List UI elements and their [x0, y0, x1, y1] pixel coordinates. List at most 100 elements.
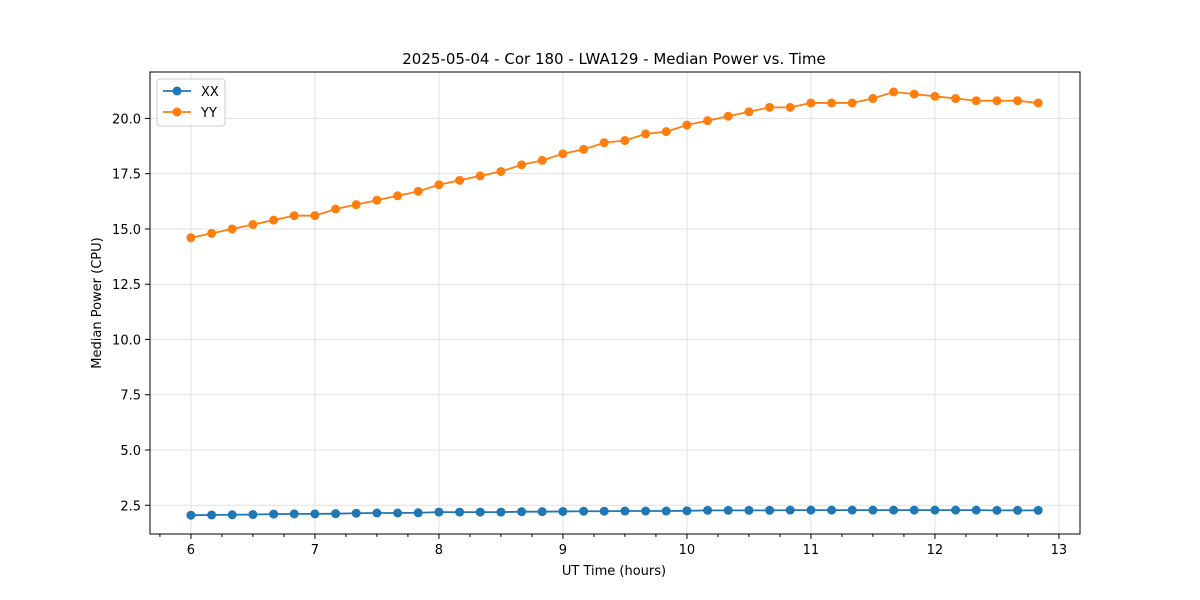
data-point-yy: [393, 191, 403, 201]
x-tick-label: 11: [803, 543, 820, 558]
legend-marker: [172, 107, 182, 117]
x-tick-label: 9: [559, 543, 567, 558]
x-tick-label: 12: [927, 543, 944, 558]
data-point-xx: [930, 505, 940, 515]
data-point-yy: [620, 136, 630, 146]
grid: [150, 72, 1080, 534]
data-point-yy: [847, 98, 857, 108]
data-point-yy: [889, 87, 899, 97]
data-point-yy: [599, 138, 609, 148]
data-point-xx: [744, 505, 754, 515]
legend-label: XX: [201, 85, 219, 100]
data-point-yy: [641, 129, 651, 139]
data-point-yy: [227, 224, 237, 234]
y-tick-label: 17.5: [112, 168, 141, 183]
data-point-yy: [207, 228, 217, 238]
data-point-xx: [641, 506, 651, 516]
x-tick-label: 8: [435, 543, 443, 558]
data-point-xx: [951, 505, 961, 515]
data-point-xx: [992, 505, 1002, 515]
y-tick-label: 12.5: [112, 278, 141, 293]
data-point-yy: [289, 211, 299, 221]
data-point-yy: [310, 211, 320, 221]
y-tick-label: 10.0: [112, 333, 141, 348]
data-point-xx: [331, 509, 341, 519]
data-point-yy: [1033, 98, 1043, 108]
y-axis-label: Median Power (CPU): [90, 237, 105, 368]
data-point-yy: [951, 94, 961, 104]
y-tick-label: 2.5: [120, 499, 141, 514]
data-point-yy: [744, 107, 754, 117]
x-tick-label: 6: [187, 543, 195, 558]
data-point-xx: [889, 505, 899, 515]
data-point-xx: [599, 506, 609, 516]
data-point-xx: [289, 509, 299, 519]
y-axis: 2.5 5.0 7.5 10.0 12.5 15.0 17.5 20.0: [112, 112, 150, 514]
series-layer: [186, 87, 1043, 520]
data-point-yy: [703, 116, 713, 126]
data-point-xx: [661, 506, 671, 516]
data-point-xx: [455, 507, 465, 517]
data-point-xx: [372, 508, 382, 518]
data-point-yy: [971, 96, 981, 106]
legend-item-xx: XX: [163, 85, 219, 100]
data-point-xx: [723, 505, 733, 515]
data-point-xx: [496, 507, 506, 517]
data-point-yy: [827, 98, 837, 108]
legend: XX YY: [156, 78, 226, 127]
data-point-xx: [537, 507, 547, 517]
legend-label: YY: [200, 106, 217, 121]
data-point-yy: [475, 171, 485, 181]
y-tick-label: 7.5: [120, 389, 141, 404]
data-point-xx: [785, 505, 795, 515]
data-point-xx: [248, 510, 258, 520]
data-point-xx: [806, 505, 816, 515]
data-point-xx: [413, 508, 423, 518]
y-tick-label: 20.0: [112, 112, 141, 127]
plot-frame: [149, 71, 1081, 535]
data-point-yy: [579, 144, 589, 154]
data-point-yy: [806, 98, 816, 108]
data-point-yy: [413, 186, 423, 196]
data-point-yy: [537, 155, 547, 165]
data-point-xx: [558, 506, 568, 516]
data-point-xx: [227, 510, 237, 520]
data-point-yy: [909, 89, 919, 99]
data-point-yy: [248, 220, 258, 230]
data-point-yy: [992, 96, 1002, 106]
data-point-xx: [579, 506, 589, 516]
data-point-yy: [331, 204, 341, 214]
data-point-yy: [558, 149, 568, 159]
data-point-yy: [496, 166, 506, 176]
data-point-yy: [765, 102, 775, 112]
data-point-yy: [868, 94, 878, 104]
data-point-xx: [517, 507, 527, 517]
data-point-yy: [434, 180, 444, 190]
legend-marker: [172, 86, 182, 96]
x-tick-label: 10: [679, 543, 696, 558]
data-point-yy: [186, 233, 196, 243]
data-point-xx: [765, 505, 775, 515]
data-point-xx: [620, 506, 630, 516]
series-xx: [186, 505, 1043, 520]
legend-item-yy: YY: [163, 106, 217, 121]
data-point-xx: [475, 507, 485, 517]
data-point-yy: [1013, 96, 1023, 106]
data-point-yy: [351, 200, 361, 210]
x-tick-label: 13: [1051, 543, 1068, 558]
data-point-yy: [785, 102, 795, 112]
data-point-xx: [868, 505, 878, 515]
y-tick-label: 5.0: [120, 444, 141, 459]
data-point-xx: [310, 509, 320, 519]
data-point-yy: [723, 111, 733, 121]
data-point-yy: [517, 160, 527, 170]
y-tick-label: 15.0: [112, 223, 141, 238]
data-point-yy: [455, 175, 465, 185]
data-point-yy: [372, 195, 382, 205]
data-point-yy: [930, 91, 940, 101]
x-axis: 6 7 8 9 10 11 12 13: [159, 534, 1068, 558]
data-point-xx: [1033, 505, 1043, 515]
data-point-xx: [971, 505, 981, 515]
data-point-xx: [269, 509, 279, 519]
